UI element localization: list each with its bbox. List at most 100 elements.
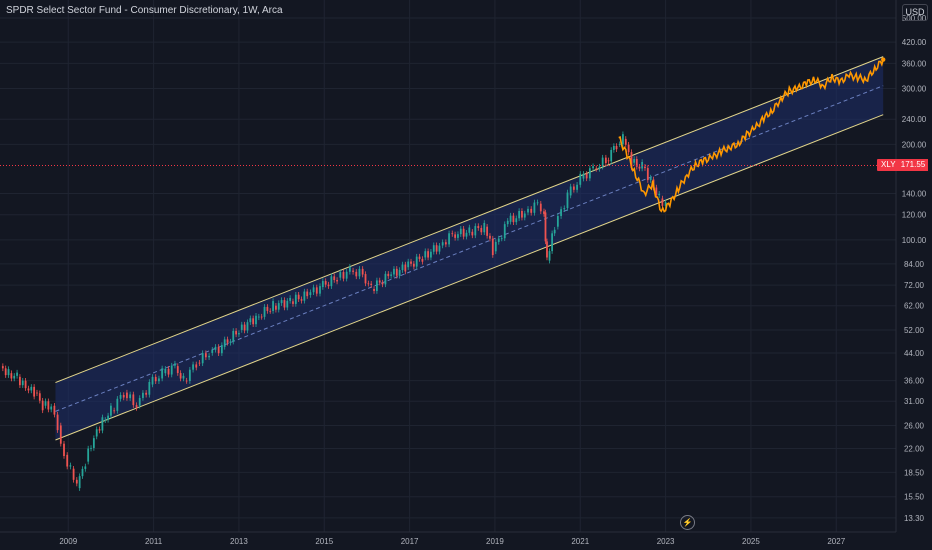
- candle-body: [56, 414, 59, 431]
- candle-body: [384, 273, 387, 285]
- candle-body: [607, 160, 610, 162]
- candle-body: [300, 299, 303, 301]
- x-tick-label: 2021: [571, 537, 589, 546]
- candle-body: [280, 300, 283, 304]
- candle-body: [21, 380, 24, 386]
- candle-body: [448, 233, 450, 245]
- candle-body: [110, 405, 112, 416]
- candle-body: [16, 372, 18, 376]
- candle-body: [503, 224, 506, 239]
- candle-body: [272, 301, 274, 312]
- candle-body: [179, 373, 182, 379]
- candle-body: [579, 173, 582, 185]
- candle-body: [148, 381, 151, 395]
- candle-body: [548, 251, 551, 261]
- candle-body: [381, 282, 384, 285]
- candle-body: [536, 202, 539, 204]
- candle-body: [158, 378, 160, 382]
- candle-body: [361, 268, 364, 275]
- candle-body: [306, 291, 309, 297]
- regression-channel: [55, 56, 884, 441]
- candle-body: [84, 466, 87, 469]
- candle-body: [551, 233, 554, 252]
- candle-body: [87, 448, 90, 462]
- candle-body: [315, 287, 318, 294]
- candle-body: [556, 216, 559, 227]
- candle-body: [435, 245, 438, 252]
- candle-body: [624, 138, 627, 145]
- candle-body: [257, 316, 260, 318]
- candle-body: [543, 211, 545, 214]
- candle-body: [145, 392, 148, 395]
- candle-body: [506, 220, 509, 225]
- candle-body: [410, 261, 412, 264]
- y-tick-label: 72.00: [904, 281, 925, 290]
- candle-body: [588, 168, 591, 179]
- channel-upper-line: [55, 56, 884, 384]
- candle-body: [98, 429, 101, 431]
- candle-body: [249, 318, 252, 323]
- candle-body: [59, 425, 62, 444]
- x-tick-label: 2011: [145, 537, 163, 546]
- candle-body: [170, 365, 173, 375]
- lightning-icon[interactable]: ⚡: [680, 515, 695, 530]
- candle-body: [539, 203, 542, 212]
- candle-body: [333, 276, 336, 281]
- candle-body: [462, 228, 465, 237]
- last-price-badge: 171.55: [898, 159, 928, 172]
- candle-body: [598, 166, 601, 169]
- grid-lines: [0, 0, 896, 532]
- candle-body: [566, 192, 569, 209]
- candle-body: [319, 286, 321, 294]
- candle-body: [521, 210, 523, 218]
- candle-body: [373, 288, 375, 291]
- candle-body: [324, 281, 327, 285]
- candle-body: [477, 226, 480, 229]
- candle-body: [523, 213, 526, 218]
- candle-body: [238, 333, 240, 335]
- candle-body: [622, 134, 624, 145]
- candle-body: [122, 395, 125, 398]
- candle-body: [483, 222, 486, 233]
- candle-body: [107, 415, 109, 420]
- candle-body: [201, 353, 204, 364]
- channel-midline: [55, 85, 884, 412]
- candle-body: [432, 245, 435, 252]
- currency-button[interactable]: USD: [902, 4, 928, 21]
- candle-body: [512, 215, 515, 223]
- candle-body: [260, 316, 263, 318]
- candle-body: [182, 375, 185, 379]
- candle-body: [217, 346, 220, 354]
- candle-body: [635, 158, 638, 167]
- candle-body: [297, 294, 300, 300]
- candle-body: [430, 251, 432, 258]
- candle-body: [395, 268, 398, 276]
- candle-body: [309, 292, 312, 296]
- candle-body: [116, 398, 119, 411]
- candle-body: [378, 280, 381, 283]
- candle-body: [387, 273, 390, 277]
- candle-body: [72, 468, 75, 480]
- time-axis[interactable]: 2009 2011 2013 2015 2017 2019 2021 2023 2025 2027: [0, 531, 896, 546]
- candle-body: [471, 231, 474, 236]
- price-axis[interactable]: 500.00 420.00 360.00 300.00 240.00 200.00 140.…: [895, 0, 932, 550]
- candle-body: [576, 184, 578, 190]
- candle-body: [188, 369, 191, 382]
- candle-body: [63, 443, 65, 456]
- candle-body: [451, 233, 454, 235]
- y-tick-label: 140.00: [902, 189, 927, 198]
- candle-body: [518, 210, 521, 219]
- candle-body: [129, 394, 132, 399]
- candle-body: [563, 208, 566, 210]
- candle-body: [275, 305, 277, 310]
- candle-body: [214, 346, 217, 350]
- projection-series: [618, 57, 886, 213]
- y-tick-label: 36.00: [904, 377, 925, 386]
- candle-body: [515, 218, 518, 223]
- candle-body: [185, 380, 188, 382]
- price-axis-panel: [896, 0, 932, 550]
- x-tick-label: 2023: [657, 537, 675, 546]
- projection-endpoint: [881, 57, 886, 62]
- candle-body: [266, 306, 269, 311]
